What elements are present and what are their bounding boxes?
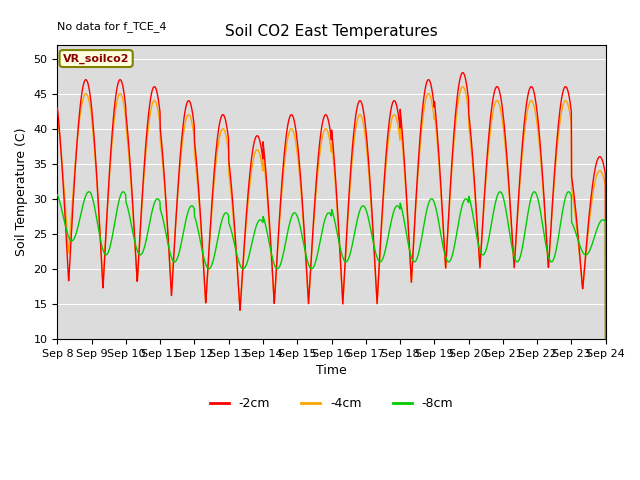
- Legend: -2cm, -4cm, -8cm: -2cm, -4cm, -8cm: [205, 392, 458, 415]
- Text: VR_soilco2: VR_soilco2: [63, 53, 129, 64]
- Text: No data for f_TCE_4: No data for f_TCE_4: [58, 21, 167, 32]
- Title: Soil CO2 East Temperatures: Soil CO2 East Temperatures: [225, 24, 438, 39]
- Y-axis label: Soil Temperature (C): Soil Temperature (C): [15, 128, 28, 256]
- X-axis label: Time: Time: [316, 364, 347, 377]
